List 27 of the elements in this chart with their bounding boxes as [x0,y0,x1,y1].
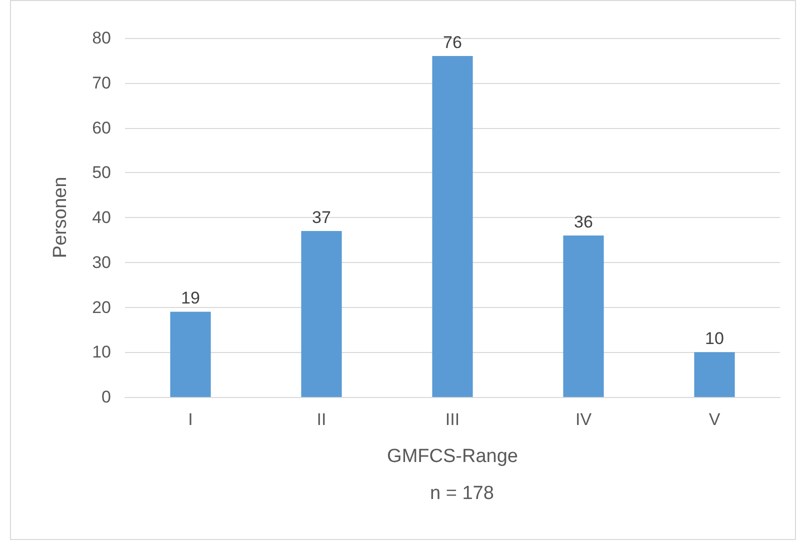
x-tick-label: III [445,410,460,429]
bar [301,230,342,397]
data-label: 10 [705,329,724,348]
bar [694,352,735,397]
x-tick-label: V [708,410,721,429]
y-tick-label: 70 [92,73,111,92]
y-tick-label: 50 [92,163,111,182]
x-axis-title: GMFCS-Range [387,446,518,467]
data-label: 36 [574,212,593,232]
x-tick-label: I [188,410,193,429]
data-label: 76 [443,32,462,52]
data-label: 19 [181,288,200,308]
bar [432,56,473,397]
y-tick-label: 0 [102,388,111,406]
y-tick-label: 60 [92,118,111,138]
y-tick-label: 40 [92,208,111,227]
data-label: 37 [312,208,331,227]
y-tick-label: 10 [92,342,111,362]
y-tick-label: 20 [92,298,111,317]
y-tick-label: 80 [92,28,111,48]
text: n = 178 [430,483,494,504]
x-tick-label: IV [575,410,592,429]
bar [170,312,211,397]
y-axis-title: Personen [50,176,71,258]
bar [563,235,604,397]
y-tick-label: 30 [92,252,111,272]
x-tick-label: II [316,410,326,429]
